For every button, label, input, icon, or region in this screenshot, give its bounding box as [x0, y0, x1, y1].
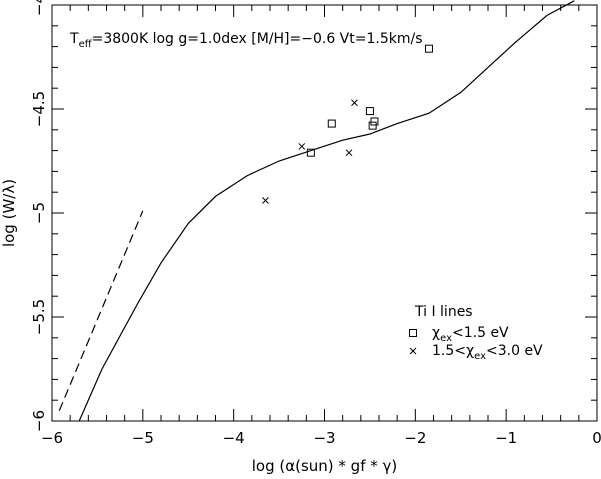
data-point-square: [365, 107, 374, 116]
x-tick-label: −2: [404, 429, 426, 447]
data-point-cross: [298, 143, 306, 150]
legend-entries: χex<1.5 eV1.5<χex<3.0 eV: [409, 325, 543, 362]
y-tick-label: −4.5: [30, 91, 48, 127]
series-layer: [58, 0, 575, 422]
x-axis-label: log (α(sun) * gf * γ): [252, 457, 398, 475]
data-point-cross: [409, 347, 417, 355]
legend-entry-label: χex<1.5 eV: [432, 325, 509, 344]
data-point-square: [370, 117, 379, 126]
legend-entry-label: 1.5<χex<3.0 eV: [432, 343, 543, 362]
y-axis-label: log (W/λ): [0, 179, 18, 247]
data-point-square: [424, 44, 433, 53]
legend-title: Ti I lines: [414, 304, 473, 320]
x-tick-label: −3: [313, 429, 335, 447]
annotation-t: T: [69, 31, 79, 47]
data-point-cross: [262, 197, 269, 204]
annotation-t-sub: eff: [79, 39, 93, 50]
legend: Ti I lines χex<1.5 eV1.5<χex<3.0 eV: [409, 304, 543, 362]
data-point-square: [306, 148, 315, 157]
dashed-linear-line: [58, 210, 144, 411]
y-tick-label: −4: [30, 0, 48, 16]
data-point-square: [368, 121, 377, 130]
curve-of-growth-line: [78, 0, 575, 422]
data-point-square: [327, 119, 336, 128]
x-tick-label: −5: [132, 429, 154, 447]
y-tick-label: −6: [30, 410, 48, 432]
data-point-square: [409, 329, 417, 337]
y-tick-label: −5.5: [30, 299, 48, 335]
x-tick-label: 0: [592, 429, 601, 447]
x-axis: −6 −5 −4 −3 −2 −1 0: [41, 5, 601, 447]
y-tick-label: −5: [30, 202, 48, 224]
data-point-cross: [345, 149, 353, 157]
stellar-parameters-annotation: Teff=3800K log g=1.0dex [M/H]=−0.6 Vt=1.…: [69, 31, 423, 50]
data-point-cross: [351, 99, 358, 107]
x-tick-label: −1: [495, 429, 517, 447]
x-tick-label: −6: [41, 429, 63, 447]
x-tick-label: −4: [223, 429, 245, 447]
y-axis: −6 −5.5 −5 −4.5 −4: [30, 0, 597, 432]
annotation-rest: =3800K log g=1.0dex [M/H]=−0.6 Vt=1.5km/…: [92, 31, 423, 47]
